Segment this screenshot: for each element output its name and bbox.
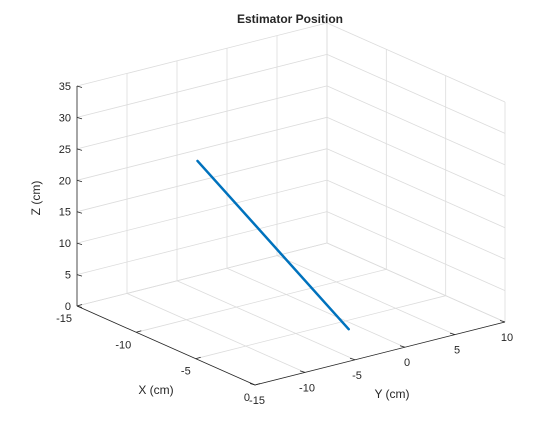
wall-grid-line-z — [326, 179, 506, 260]
z-tick-label: 10 — [59, 238, 71, 250]
y-tick-label: -5 — [352, 370, 362, 382]
x-tick-mark — [195, 356, 201, 360]
z-tick-label: 5 — [65, 270, 71, 282]
x-axis-line — [76, 305, 256, 386]
floor-grid-line-y — [276, 255, 456, 335]
x-tick-label: -5 — [181, 366, 191, 378]
floor-grid-line-y — [176, 280, 356, 361]
z-tick-mark — [76, 179, 83, 183]
floor-grid-line-y — [226, 267, 406, 348]
wall-grid-line-z — [326, 148, 506, 229]
z-tick-label: 25 — [59, 144, 71, 156]
z-tick-label: 0 — [65, 301, 71, 313]
wall-grid-line-z — [76, 85, 328, 150]
series-layer — [196, 159, 350, 331]
z-tick-mark — [76, 274, 83, 277]
wall-grid-line-z — [76, 148, 328, 213]
y-tick-label: -15 — [249, 395, 265, 407]
floor-grid-line-y — [126, 293, 306, 373]
wall-grid-line-z — [76, 54, 328, 118]
z-tick-label: 35 — [59, 81, 71, 93]
y-tick-mark — [299, 370, 306, 373]
y-tick-label: 5 — [454, 345, 460, 357]
x-tick-mark — [136, 330, 142, 333]
wall-grid-line-z — [326, 211, 506, 291]
wall-grid-line-z — [326, 54, 506, 134]
y-tick-label: 10 — [501, 332, 513, 344]
x-tick-label: 0 — [244, 392, 250, 404]
y-axis-line — [254, 321, 506, 386]
x-axis-label: X (cm) — [138, 383, 173, 397]
wall-grid-line-z — [326, 22, 506, 103]
z-tick-label: 15 — [59, 207, 71, 219]
z-tick-label: 20 — [59, 175, 71, 187]
wall-grid-line-z — [76, 116, 328, 181]
x-tick-label: -10 — [115, 339, 131, 351]
wall-grid-line-z — [326, 85, 506, 166]
series-line-1 — [196, 159, 350, 331]
z-tick-mark — [76, 117, 83, 120]
y-tick-mark — [349, 357, 356, 361]
floor-grid-line-x — [195, 295, 446, 360]
x-tick-mark — [254, 383, 261, 386]
y-tick-label: -10 — [299, 382, 315, 394]
x-tick-mark — [76, 304, 83, 307]
wall-grid-line-z — [326, 116, 506, 197]
grid-layer — [76, 22, 506, 386]
z-tick-label: 30 — [59, 112, 71, 124]
z-tick-mark — [76, 211, 83, 214]
wall-grid-line-z — [76, 179, 328, 244]
axis-layer — [76, 85, 506, 386]
wall-grid-line-z — [326, 242, 506, 323]
x-tick-label: -15 — [56, 313, 72, 325]
y-axis-label: Y (cm) — [374, 387, 409, 401]
z-tick-mark — [76, 148, 83, 151]
y-tick-label: 0 — [404, 357, 410, 369]
wall-grid-line-z — [76, 211, 328, 275]
y-tick-mark — [399, 345, 406, 348]
z-tick-mark — [76, 85, 83, 88]
wall-grid-line-z — [76, 242, 328, 307]
y-tick-mark — [249, 383, 256, 386]
z-tick-mark — [76, 242, 83, 245]
z-axis-label: Z (cm) — [29, 181, 43, 216]
floor-grid-line-x — [136, 268, 387, 333]
y-tick-mark — [449, 332, 456, 335]
y-tick-mark — [499, 320, 506, 323]
chart-title: Estimator Position — [237, 12, 343, 26]
z-tick-mark — [76, 305, 83, 308]
wall-grid-line-z — [76, 22, 328, 87]
